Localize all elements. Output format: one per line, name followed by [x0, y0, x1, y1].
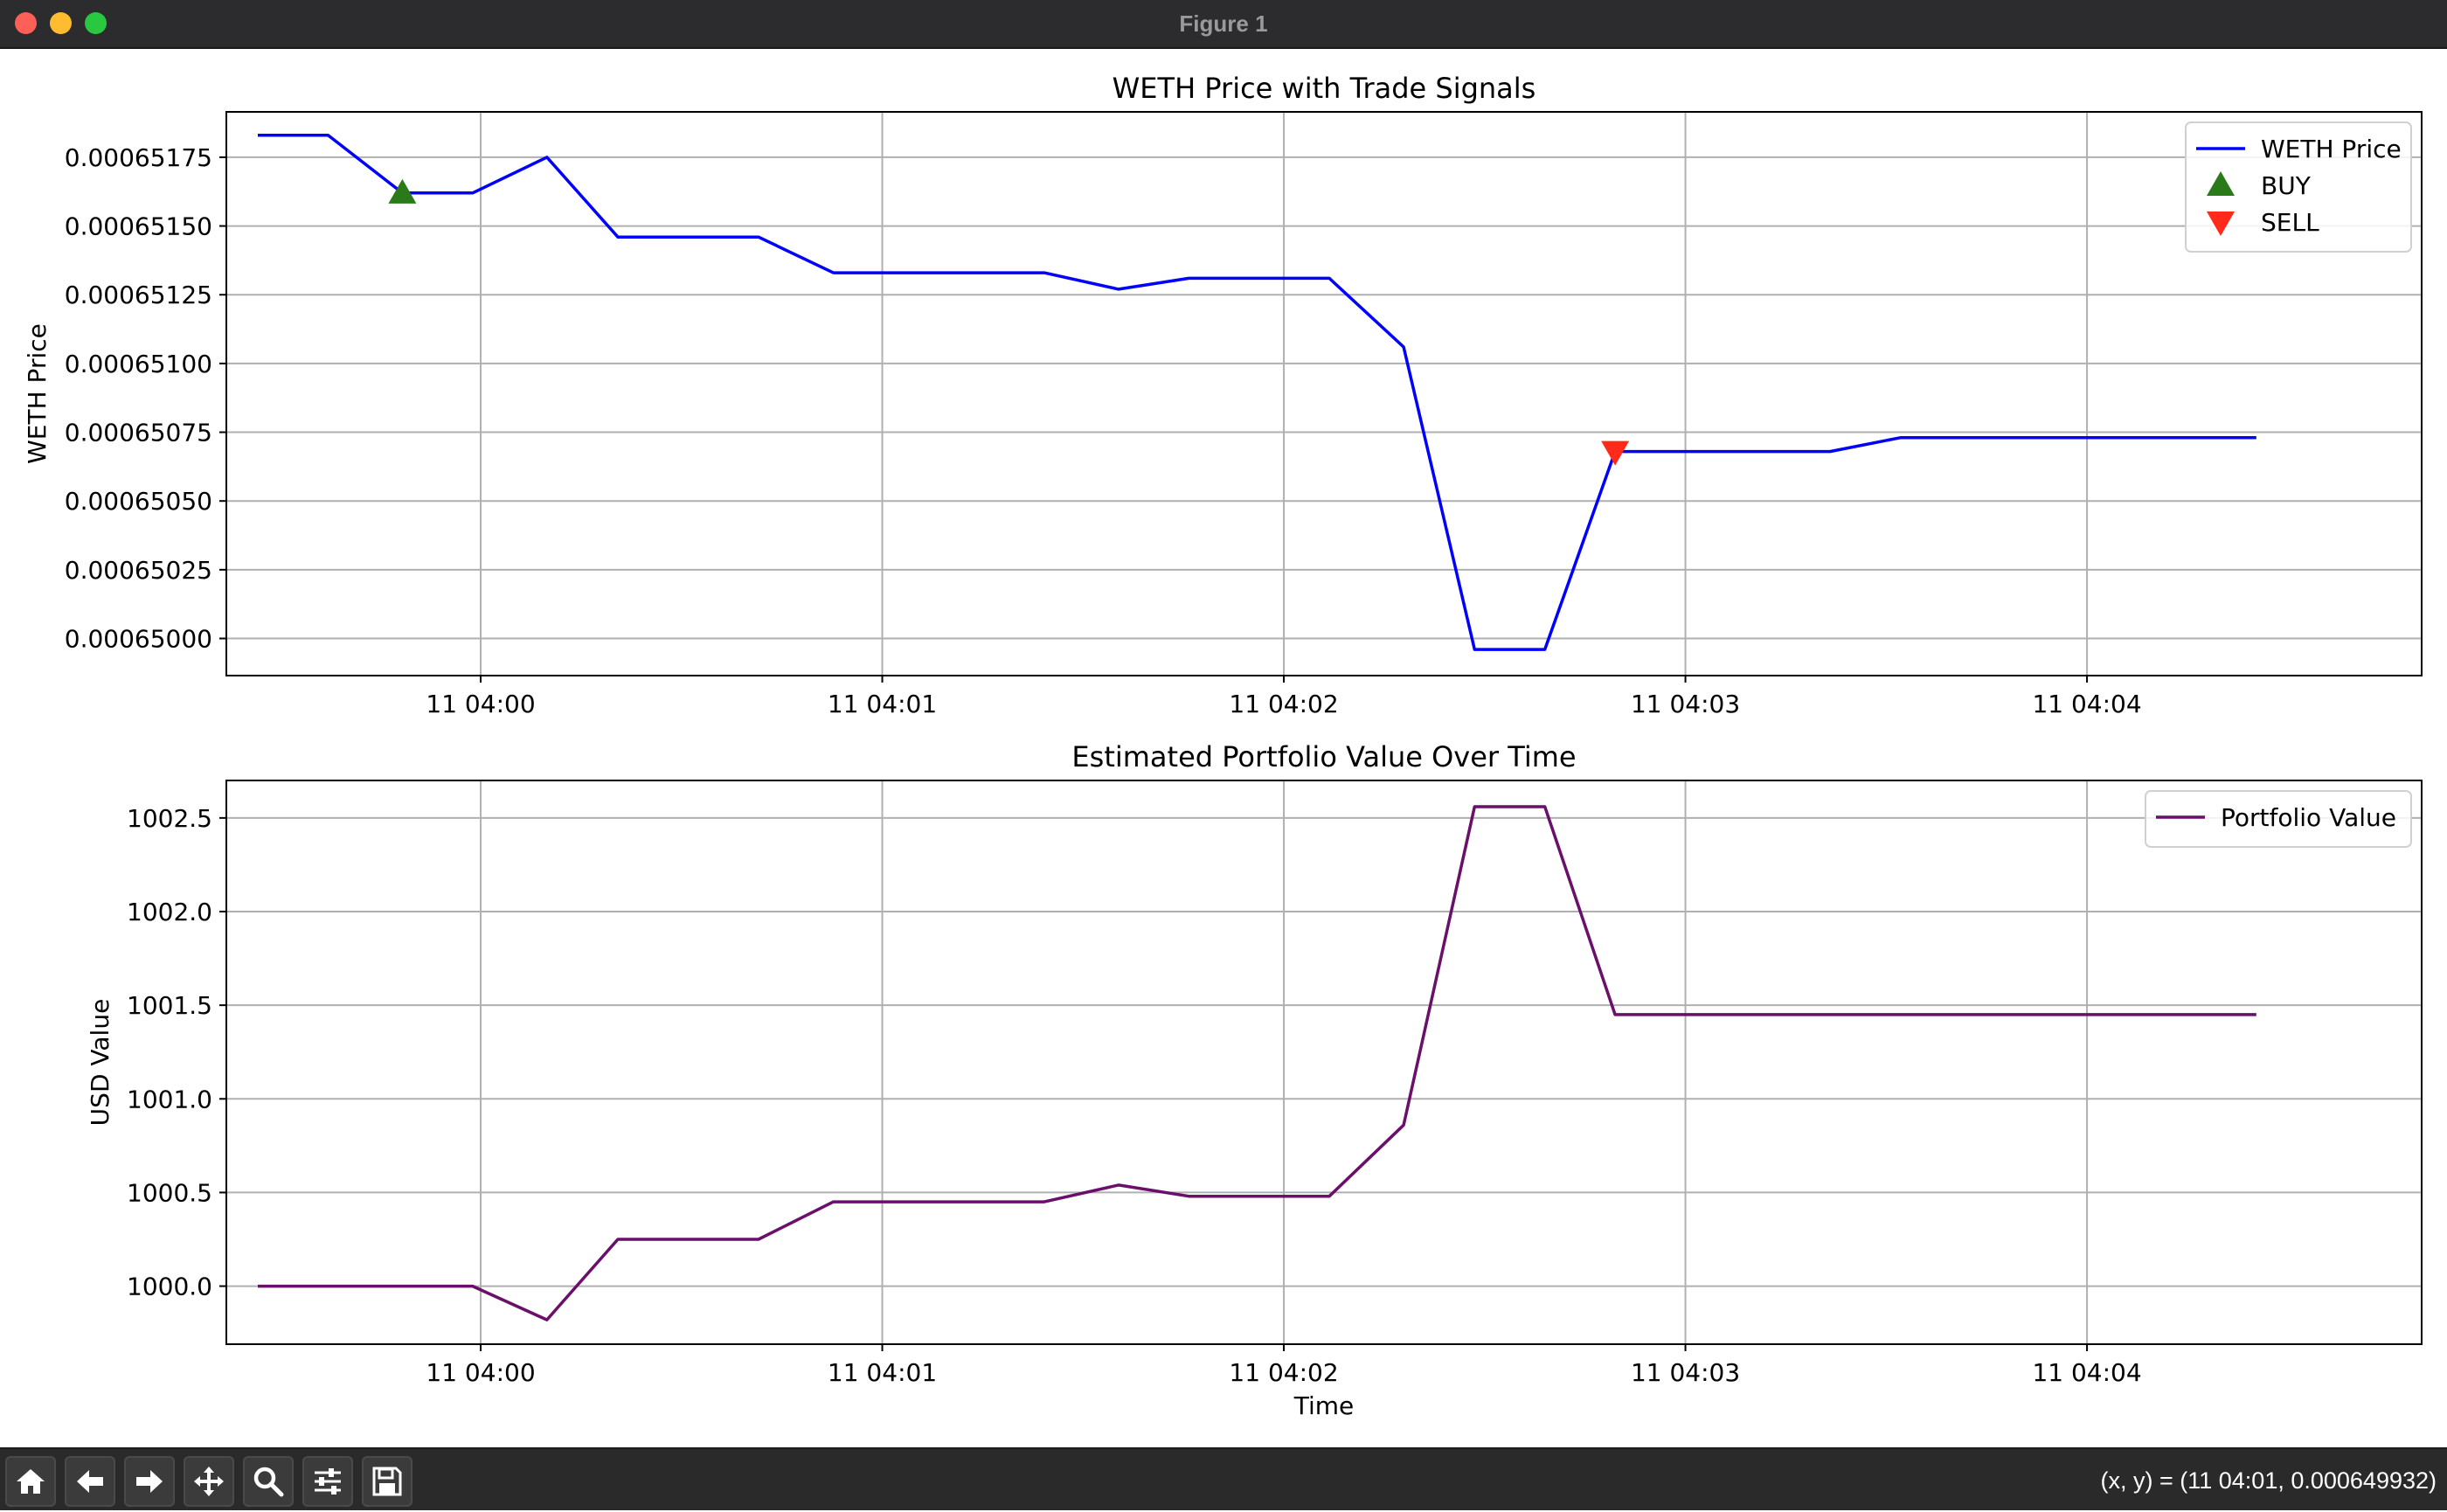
configure-subplots-icon [315, 1468, 341, 1495]
chart2-y-tick-label: 1001.0 [127, 1085, 212, 1113]
chart1-y-tick-label: 0.00065000 [65, 625, 212, 654]
back-arrow-icon [77, 1470, 103, 1493]
chart2-series-line [258, 805, 2256, 1321]
chart2-x-tick-label: 11 04:04 [2032, 1358, 2141, 1387]
chart1-legend-marker-swatch [2207, 171, 2235, 196]
chart2-y-tick-label: 1000.0 [127, 1273, 212, 1301]
chart2-y-tick-label: 1002.0 [127, 898, 212, 926]
chart1-y-axis-label: WETH Price [23, 323, 52, 464]
chart1-axes-frame [225, 111, 2423, 676]
chart1-sell-marker [1601, 440, 1630, 466]
chart1-y-tick-label: 0.00065075 [65, 419, 212, 447]
chart1-y-tick-label: 0.00065025 [65, 556, 212, 585]
chart1-x-tick-label: 11 04:01 [828, 690, 937, 718]
chart-svg: 11 04:00 11 04:01 11 04:02 11 04:03 11 04:04… [23, 72, 2423, 1420]
chart2-x-axis-label: Time [1293, 1391, 1355, 1420]
chart1-title: WETH Price with Trade Signals [1113, 72, 1536, 105]
chart1-legend-marker-swatch [2207, 212, 2235, 236]
minimize-window-button[interactable] [50, 12, 72, 34]
navigation-toolbar: (x, y) = (11 04:01, 0.000649932) [0, 1447, 2447, 1510]
save-button[interactable] [362, 1456, 412, 1507]
pan-button[interactable] [184, 1456, 234, 1507]
chart2-axes-frame [225, 780, 2423, 1345]
chart2-x-tick-label: 11 04:03 [1631, 1358, 1740, 1387]
chart2-x-tick-label: 11 04:00 [426, 1358, 535, 1387]
chart1-y-tick-label: 0.00065050 [65, 487, 212, 516]
cursor-coordinates-readout: (x, y) = (11 04:01, 0.000649932) [2100, 1467, 2437, 1494]
pan-icon [194, 1467, 224, 1496]
chart2-y-tick-label: 1001.5 [127, 991, 212, 1020]
zoom-button[interactable] [243, 1456, 294, 1507]
forward-button[interactable] [124, 1456, 175, 1507]
figure-canvas: 11 04:00 11 04:01 11 04:02 11 04:03 11 04:04… [0, 49, 2447, 1447]
close-window-button[interactable] [15, 12, 37, 34]
chart2-x-tick-label: 11 04:02 [1229, 1358, 1338, 1387]
chart1-y-tick-label: 0.00065150 [65, 212, 212, 241]
chart1-series-line [258, 133, 2256, 651]
chart2-x-tick-label: 11 04:01 [828, 1358, 937, 1387]
chart1-legend-entry: BUY [2261, 171, 2312, 200]
chart2-title: Estimated Portfolio Value Over Time [1071, 740, 1576, 773]
chart1-buy-marker [388, 178, 417, 204]
chart1-x-tick-label: 11 04:00 [426, 690, 535, 718]
window-title: Figure 1 [1179, 10, 1268, 37]
home-button[interactable] [5, 1456, 56, 1507]
chart1-x-tick-label: 11 04:03 [1631, 690, 1740, 718]
configure-subplots-button[interactable] [302, 1456, 353, 1507]
chart2-y-axis-label: USD Value [86, 999, 114, 1127]
chart1-x-tick-label: 11 04:04 [2032, 690, 2141, 718]
forward-arrow-icon [136, 1470, 163, 1493]
chart1-legend-entry: SELL [2261, 208, 2319, 237]
chart1-y-tick-label: 0.00065100 [65, 350, 212, 378]
chart2-legend [2145, 790, 2412, 848]
back-button[interactable] [65, 1456, 115, 1507]
save-icon [372, 1467, 402, 1496]
chart1-legend [2185, 121, 2412, 253]
chart1-y-tick-label: 0.00065125 [65, 281, 212, 309]
chart1-x-tick-label: 11 04:02 [1229, 690, 1338, 718]
chart1-y-tick-label: 0.00065175 [65, 143, 212, 172]
zoom-icon [253, 1467, 284, 1497]
chart2-legend-entry: Portfolio Value [2221, 803, 2396, 832]
home-icon [17, 1469, 45, 1494]
chart1-legend-entry: WETH Price [2261, 135, 2402, 163]
chart2-y-tick-label: 1002.5 [127, 804, 212, 833]
title-bar: Figure 1 [0, 0, 2447, 49]
maximize-window-button[interactable] [85, 12, 107, 34]
chart2-y-tick-label: 1000.5 [127, 1178, 212, 1207]
